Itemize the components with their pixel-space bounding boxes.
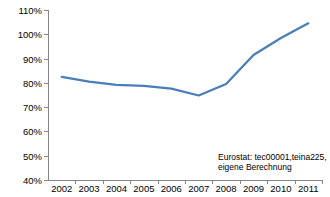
- y-tick: [44, 131, 48, 132]
- y-tick: [44, 180, 48, 181]
- x-tick: [158, 180, 159, 184]
- y-tick-label: 50%: [23, 151, 43, 162]
- x-tick: [212, 180, 213, 184]
- annotation: Eurostat: tec00001,teina225,: [218, 152, 327, 162]
- y-axis: [48, 10, 49, 180]
- x-tick-label: 2009: [243, 183, 264, 194]
- y-tick: [44, 10, 48, 11]
- chart: 40% 50% 60% 70% 80% 90% 100% 110% 2002 2003 2004 20…: [0, 0, 330, 197]
- x-tick-label: 2003: [79, 183, 100, 194]
- x-tick-label: 2008: [216, 183, 237, 194]
- x-tick: [103, 180, 104, 184]
- chart-container: 40% 50% 60% 70% 80% 90% 100% 110% 2002 2003 2004 20…: [0, 0, 330, 197]
- y-tick-label: 80%: [23, 78, 43, 89]
- x-tick-label: 2007: [188, 183, 209, 194]
- x-tick-label: 2010: [270, 183, 291, 194]
- y-tick-label: 110%: [18, 5, 42, 16]
- y-tick-label: 40%: [23, 175, 43, 186]
- y-tick-label: 90%: [23, 54, 43, 65]
- y-tick: [44, 156, 48, 157]
- y-tick: [44, 34, 48, 35]
- x-tick-label: 2002: [51, 183, 72, 194]
- x-tick: [185, 180, 186, 184]
- annotation: eigene Berechnung: [218, 162, 292, 172]
- plot-area: [62, 23, 309, 95]
- x-tick-label: 2011: [298, 183, 318, 194]
- x-tick: [240, 180, 241, 184]
- data-line: [62, 23, 309, 95]
- y-tick-label: 100%: [18, 29, 43, 40]
- x-tick: [267, 180, 268, 184]
- y-tick-label: 60%: [23, 126, 43, 137]
- y-tick: [44, 59, 48, 60]
- x-tick: [75, 180, 76, 184]
- y-tick: [44, 83, 48, 84]
- y-tick: [44, 107, 48, 108]
- x-tick-label: 2006: [161, 183, 182, 194]
- x-tick-label: 2005: [133, 183, 154, 194]
- x-tick: [322, 180, 323, 184]
- x-tick: [295, 180, 296, 184]
- y-tick-label: 70%: [23, 102, 43, 113]
- x-tick: [130, 180, 131, 184]
- x-tick-label: 2004: [106, 183, 127, 194]
